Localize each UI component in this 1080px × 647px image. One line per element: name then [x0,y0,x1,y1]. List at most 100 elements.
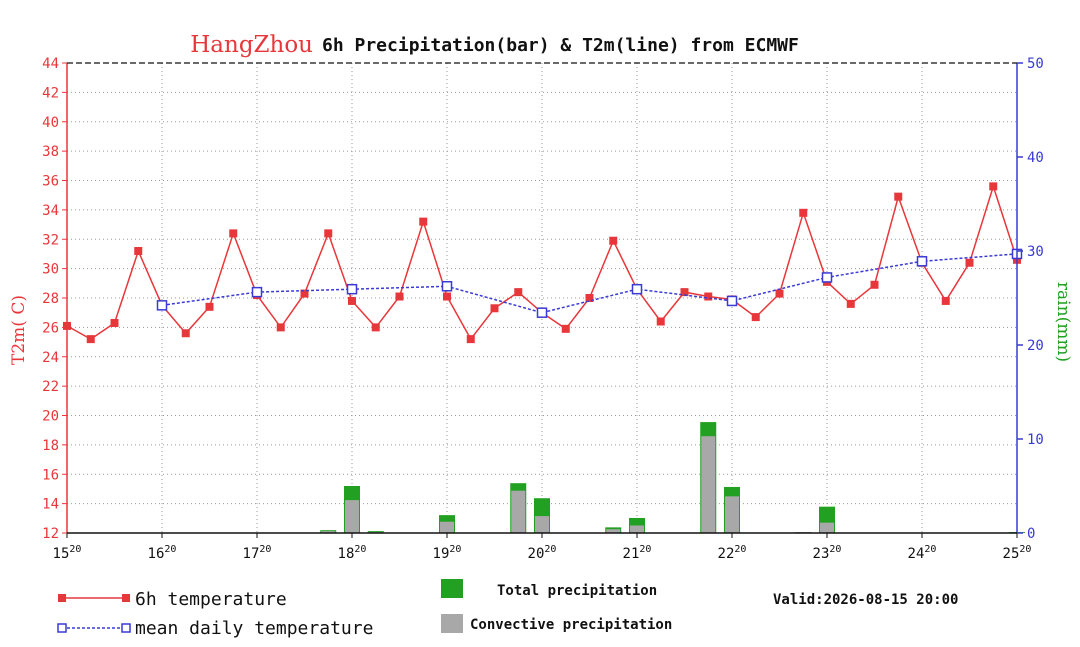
legend-6h-temp-label: 6h temperature [135,589,287,610]
legend-total-precip-label: Total precipitation [497,583,657,599]
legend-6h-temp-marker-left [58,594,66,602]
temp-6h-point [656,317,665,326]
temp-6h-point [514,288,523,297]
y-left-tick-label: 34 [42,203,59,219]
x-tick-hour: 20 [734,544,746,555]
x-tick-day: 15 [53,546,70,562]
temp-6h-point [181,329,190,338]
temp-6h-point [775,289,784,298]
y-right-tick-label: 20 [1027,338,1044,354]
temp-6h-point [324,229,333,238]
mean-daily-temp-point [156,300,168,311]
temp-6h-point [443,292,451,301]
x-tick-label: 1920 [433,544,462,562]
temp-6h-point [205,302,214,311]
x-tick-hour: 20 [829,544,841,555]
y-left-tick-label: 26 [42,320,59,336]
y-right-tick-label: 40 [1027,150,1044,166]
mean-daily-temp-point [346,283,358,295]
y-left-tick-label: 16 [42,467,59,483]
y-right-tick-label: 30 [1027,244,1044,260]
temp-6h-point [894,192,903,201]
y-left-tick-label: 18 [42,438,59,454]
convective-precip-bar [606,529,621,533]
y-left-tick-label: 44 [42,56,59,72]
x-tick-hour: 20 [164,544,176,555]
valid-time-label: Valid:2026-08-15 20:00 [773,592,958,608]
convective-precip-bar [725,496,739,533]
legend-total-precip-swatch [441,579,463,598]
x-tick-label: 1520 [53,544,82,562]
frame-layer [66,62,1018,534]
y-left-tick-label: 14 [42,497,59,513]
mean-daily-temp-line [161,253,1018,314]
x-tick-label: 1820 [338,544,367,562]
x-tick-day: 19 [433,546,450,562]
temp-6h-point [941,296,950,305]
x-tick-day: 20 [528,546,545,562]
convective-precip-bar [701,436,716,533]
y-right-tick-label: 0 [1027,526,1035,542]
legend-mean-temp-label: mean daily temperature [135,618,373,639]
y-left-tick-label: 28 [42,291,59,307]
chart-title-text: 6h Precipitation(bar) & T2m(line) from E… [322,35,799,56]
temp-6h-point [561,324,570,333]
y-right-axis-label: rain(mm) [1053,282,1073,362]
temp-6h-point [110,318,119,327]
x-tick-label: 1620 [148,544,177,562]
x-tick-hour: 20 [259,544,271,555]
x-tick-hour: 20 [69,544,81,555]
temp-6h-point [300,289,309,298]
temp-6h-point [229,229,238,238]
legend-mean-temp-marker-left [57,623,67,633]
x-tick-label: 2020 [528,544,557,562]
temp-6h-point [466,335,475,344]
mean-daily-temp-point [536,307,548,318]
x-tick-day: 22 [718,546,735,562]
y-left-tick-label: 38 [42,144,59,160]
x-tick-hour: 20 [449,544,461,555]
x-tick-hour: 20 [544,544,556,555]
y-left-tick-label: 22 [42,379,59,395]
y-left-tick-label: 42 [42,85,59,101]
x-tick-label: 2120 [623,544,652,562]
bars-layer [320,422,1025,533]
convective-precip-bar [440,521,454,533]
y-left-tick-label: 32 [42,232,59,248]
temp-6h-point [276,323,285,332]
chart-title-city: HangZhou [190,32,313,58]
temp-6h-point [870,280,879,289]
grid-layer [67,63,1017,533]
x-tick-label: 2420 [908,544,937,562]
x-tick-hour: 20 [1019,544,1031,555]
temp-6h-point [585,294,594,302]
y-left-tick-label: 40 [42,115,59,131]
y-left-tick-label: 24 [42,350,59,366]
x-tick-day: 24 [908,546,925,562]
mean-daily-temp-point [631,283,643,295]
temp-6h-point [348,296,356,305]
x-tick-day: 23 [813,546,830,562]
convective-precip-bar [535,516,549,533]
legend-mean-temp-marker-right [121,623,131,633]
x-tick-label: 2320 [813,544,842,562]
convective-precip-bar [630,525,644,533]
mean-daily-temp-point [441,281,453,292]
x-tick-hour: 20 [354,544,366,555]
temp-6h-point [846,299,855,308]
x-tick-hour: 20 [924,544,936,555]
temp-6h-point [989,182,998,191]
y-right-tick-label: 50 [1027,56,1044,72]
x-tick-day: 25 [1003,546,1020,562]
y-left-tick-label: 36 [42,174,59,190]
y-left-tick-label: 30 [42,262,59,278]
x-tick-label: 2220 [718,544,747,562]
x-tick-day: 16 [148,546,165,562]
mean-daily-temp-point [821,272,833,283]
convective-precip-bar [345,500,359,533]
temp-6h-point [419,217,428,226]
legend-6h-temp-marker-right [122,594,130,602]
convective-precip-bar [511,490,526,533]
